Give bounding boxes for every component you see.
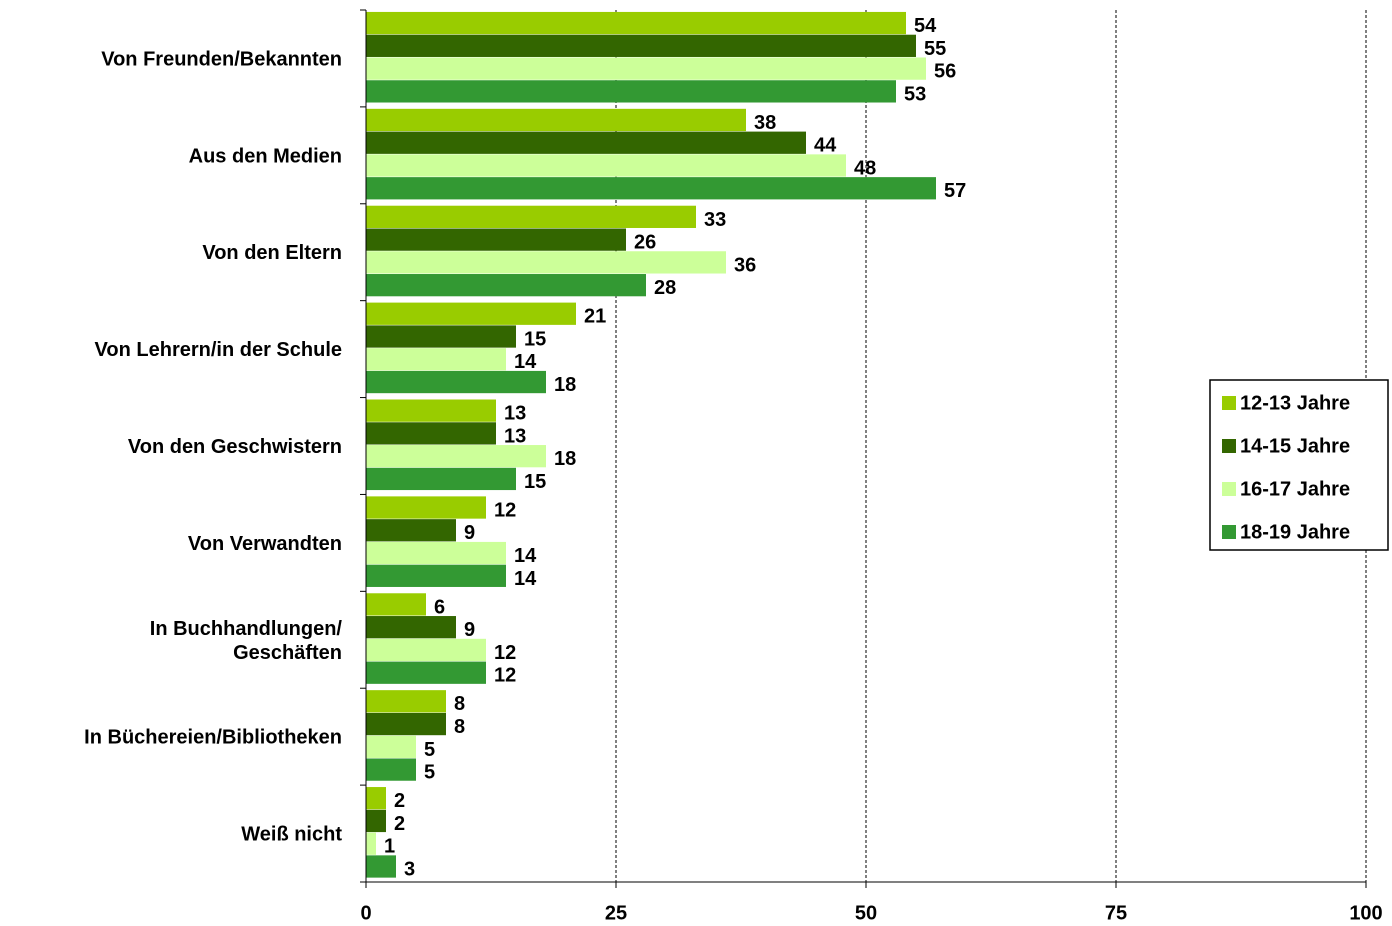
legend-swatch — [1222, 525, 1236, 539]
y-tick-label: Von den Geschwistern — [128, 436, 342, 458]
y-tick-label: In Buchhandlungen/Geschäften — [150, 618, 343, 664]
bar — [366, 11, 906, 35]
data-label: 5 — [424, 762, 435, 784]
data-label: 13 — [504, 403, 526, 425]
data-label: 26 — [634, 232, 656, 254]
data-label: 9 — [464, 619, 475, 641]
bar — [366, 154, 846, 177]
y-tick-label: Von Verwandten — [188, 533, 342, 555]
bar — [366, 638, 486, 662]
data-label: 13 — [504, 425, 526, 447]
bar — [366, 205, 696, 228]
legend-swatch — [1222, 439, 1236, 453]
bar — [366, 616, 456, 639]
bar — [366, 274, 646, 297]
data-label: 33 — [704, 209, 726, 231]
x-tick-label: 100 — [1349, 902, 1382, 924]
data-label: 8 — [454, 716, 465, 738]
data-label: 28 — [654, 277, 676, 299]
data-label: 36 — [734, 254, 756, 276]
y-tick-label: Aus den Medien — [189, 146, 342, 168]
x-tick-label: 0 — [360, 902, 371, 924]
bar — [366, 661, 486, 684]
y-tick-label: Von den Eltern — [202, 243, 342, 265]
data-label: 55 — [924, 38, 946, 60]
data-label: 44 — [814, 135, 837, 157]
bar — [366, 712, 446, 736]
data-label: 14 — [514, 545, 537, 567]
y-tick-label: Von Freunden/Bekannten — [101, 49, 342, 71]
data-label: 12 — [494, 499, 516, 521]
bar — [366, 228, 626, 251]
legend-swatch — [1222, 396, 1236, 410]
bar — [366, 57, 926, 80]
bar — [366, 251, 726, 274]
data-label: 9 — [464, 522, 475, 544]
data-label: 15 — [524, 328, 546, 350]
bar — [366, 735, 416, 758]
legend-label: 14-15 Jahre — [1240, 435, 1350, 457]
bar — [366, 519, 456, 542]
data-label: 54 — [914, 15, 937, 37]
data-label: 18 — [554, 374, 576, 396]
bar — [366, 855, 396, 878]
bar — [366, 593, 426, 616]
bar — [366, 496, 486, 519]
data-label: 56 — [934, 61, 956, 83]
bar — [366, 758, 416, 781]
legend-label: 16-17 Jahre — [1240, 478, 1350, 500]
data-label: 18 — [554, 448, 576, 470]
data-label: 6 — [434, 596, 445, 618]
data-label: 53 — [904, 83, 926, 105]
bar — [366, 348, 506, 371]
legend-swatch — [1222, 482, 1236, 496]
bar — [366, 541, 506, 565]
data-label: 2 — [394, 790, 405, 812]
x-tick-label: 50 — [855, 902, 877, 924]
data-label: 38 — [754, 112, 776, 134]
legend-label: 12-13 Jahre — [1240, 392, 1350, 414]
bar — [366, 399, 496, 422]
data-label: 8 — [454, 693, 465, 715]
bar — [366, 80, 896, 103]
data-label: 1 — [384, 836, 395, 858]
bar — [366, 302, 576, 325]
data-label: 48 — [854, 157, 876, 179]
bar — [366, 370, 546, 394]
data-label: 15 — [524, 471, 546, 493]
data-label: 21 — [584, 306, 606, 328]
y-tick-label: Weiß nicht — [241, 824, 342, 846]
data-label: 12 — [494, 665, 516, 687]
data-label: 57 — [944, 180, 966, 202]
data-label: 5 — [424, 739, 435, 761]
bar — [366, 445, 546, 468]
bar — [366, 564, 506, 587]
bar — [366, 325, 516, 348]
bar — [366, 131, 806, 154]
bar — [366, 422, 496, 445]
legend-box — [1209, 379, 1389, 551]
y-tick-label: In Büchereien/Bibliotheken — [84, 727, 342, 749]
bar — [366, 809, 386, 833]
data-label: 2 — [394, 813, 405, 835]
bar — [366, 690, 446, 713]
data-label: 14 — [514, 568, 537, 590]
bar — [366, 177, 936, 200]
y-tick-label: Von Lehrern/in der Schule — [95, 339, 342, 361]
bar — [366, 832, 376, 855]
data-label: 3 — [404, 858, 415, 880]
data-label: 14 — [514, 351, 537, 373]
x-tick-label: 75 — [1105, 902, 1127, 924]
data-label: 12 — [494, 642, 516, 664]
x-tick-label: 25 — [605, 902, 627, 924]
bar — [366, 467, 516, 491]
legend-label: 18-19 Jahre — [1240, 521, 1350, 543]
bar — [366, 787, 386, 810]
bar — [366, 108, 746, 132]
bar — [366, 34, 916, 57]
